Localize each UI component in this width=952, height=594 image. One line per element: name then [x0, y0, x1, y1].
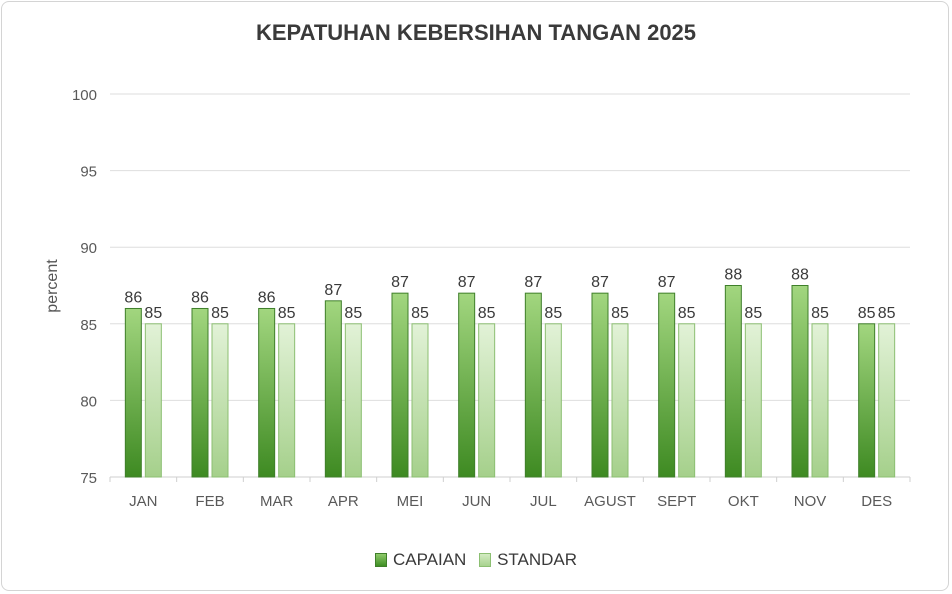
y-tick-label: 90: [80, 240, 97, 257]
bar-standar-apr: [344, 323, 362, 478]
legend-label-capaian: CAPAIAN: [392, 550, 467, 569]
bar-capaian-okt: [724, 285, 742, 478]
x-tick-label: NOV: [794, 493, 827, 510]
legend-item-capaian: CAPAIAN: [374, 550, 467, 570]
x-tick-label: JUL: [530, 493, 557, 510]
bar-capaian-des: [858, 323, 876, 478]
bar-capaian-mei: [391, 292, 409, 478]
x-tick-label: JUN: [462, 493, 491, 510]
bar-standar-sept: [678, 323, 696, 478]
bar-capaian-sept: [658, 292, 676, 478]
data-label-standar: 85: [678, 305, 696, 322]
bar-capaian-apr: [324, 300, 342, 478]
data-label-capaian: 87: [524, 274, 542, 291]
y-tick-label: 95: [80, 164, 97, 181]
data-label-capaian: 85: [858, 305, 876, 322]
bar-standar-nov: [811, 323, 829, 478]
bar-capaian-nov: [791, 285, 809, 478]
x-tick-label: MAR: [260, 493, 294, 510]
data-label-capaian: 87: [391, 274, 409, 291]
data-label-standar: 85: [611, 305, 629, 322]
data-label-capaian: 86: [191, 289, 209, 306]
bar-standar-mei: [411, 323, 429, 478]
data-label-capaian: 86: [258, 289, 276, 306]
data-label-capaian: 88: [791, 267, 809, 284]
bar-standar-mar: [278, 323, 296, 478]
data-label-standar: 85: [878, 305, 896, 322]
data-label-capaian: 87: [458, 274, 476, 291]
data-label-standar: 85: [211, 305, 229, 322]
data-label-standar: 85: [344, 305, 362, 322]
bar-capaian-jun: [458, 292, 476, 478]
x-tick-label: OKT: [728, 493, 759, 510]
x-tick-label: DES: [861, 493, 892, 510]
chart-title: KEPATUHAN KEBERSIHAN TANGAN 2025: [255, 20, 697, 45]
data-label-standar: 85: [744, 305, 762, 322]
legend-label-standar: STANDAR: [497, 550, 578, 569]
data-label-standar: 85: [411, 305, 429, 322]
bar-standar-okt: [744, 323, 762, 478]
y-tick-label: 85: [80, 317, 97, 334]
bar-standar-jan: [144, 323, 162, 478]
bar-capaian-mar: [258, 307, 276, 478]
y-tick-label: 75: [80, 470, 97, 487]
x-tick-label: JAN: [129, 493, 157, 510]
data-label-capaian: 86: [124, 289, 142, 306]
legend: CAPAIAN STANDAR: [0, 550, 952, 572]
legend-item-standar: STANDAR: [479, 550, 577, 570]
bar-capaian-agust: [591, 292, 609, 478]
bar-capaian-feb: [191, 307, 209, 478]
bar-standar-agust: [611, 323, 629, 478]
x-tick-label: FEB: [195, 493, 224, 510]
data-label-standar: 85: [544, 305, 562, 322]
data-label-capaian: 88: [724, 267, 742, 284]
x-tick-label: SEPT: [657, 493, 696, 510]
bar-standar-jul: [544, 323, 562, 478]
bar-standar-feb: [211, 323, 229, 478]
data-label-standar: 85: [478, 305, 496, 322]
y-axis-label: percent: [44, 259, 61, 313]
legend-swatch-standar: [479, 553, 492, 567]
data-label-capaian: 87: [658, 274, 676, 291]
x-tick-label: APR: [328, 493, 359, 510]
bar-standar-des: [878, 323, 896, 478]
bar-capaian-jan: [124, 307, 142, 478]
x-tick-label: AGUST: [584, 493, 636, 510]
bar-standar-jun: [478, 323, 496, 478]
legend-swatch-capaian: [374, 553, 387, 567]
data-label-capaian: 87: [324, 282, 342, 299]
bar-capaian-jul: [524, 292, 542, 478]
data-label-standar: 85: [811, 305, 829, 322]
data-label-capaian: 87: [591, 274, 609, 291]
data-label-standar: 85: [144, 305, 162, 322]
y-tick-label: 80: [80, 393, 97, 410]
x-tick-label: MEI: [397, 493, 424, 510]
y-tick-label: 100: [72, 87, 97, 104]
data-label-standar: 85: [278, 305, 296, 322]
